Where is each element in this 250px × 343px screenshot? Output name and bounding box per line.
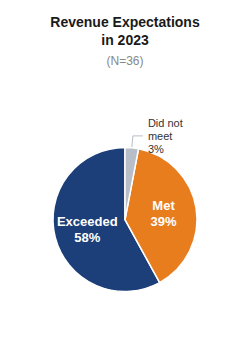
svg-text:Exceeded: Exceeded — [57, 214, 118, 229]
svg-text:Did not: Did not — [148, 117, 183, 129]
svg-text:(N=36): (N=36) — [106, 54, 143, 68]
svg-text:3%: 3% — [148, 143, 164, 155]
svg-text:39%: 39% — [151, 214, 177, 229]
svg-text:in 2023: in 2023 — [101, 32, 149, 48]
svg-text:Revenue Expectations: Revenue Expectations — [50, 14, 200, 30]
svg-text:Met: Met — [152, 198, 175, 213]
svg-text:meet: meet — [148, 130, 172, 142]
svg-text:58%: 58% — [74, 230, 100, 245]
